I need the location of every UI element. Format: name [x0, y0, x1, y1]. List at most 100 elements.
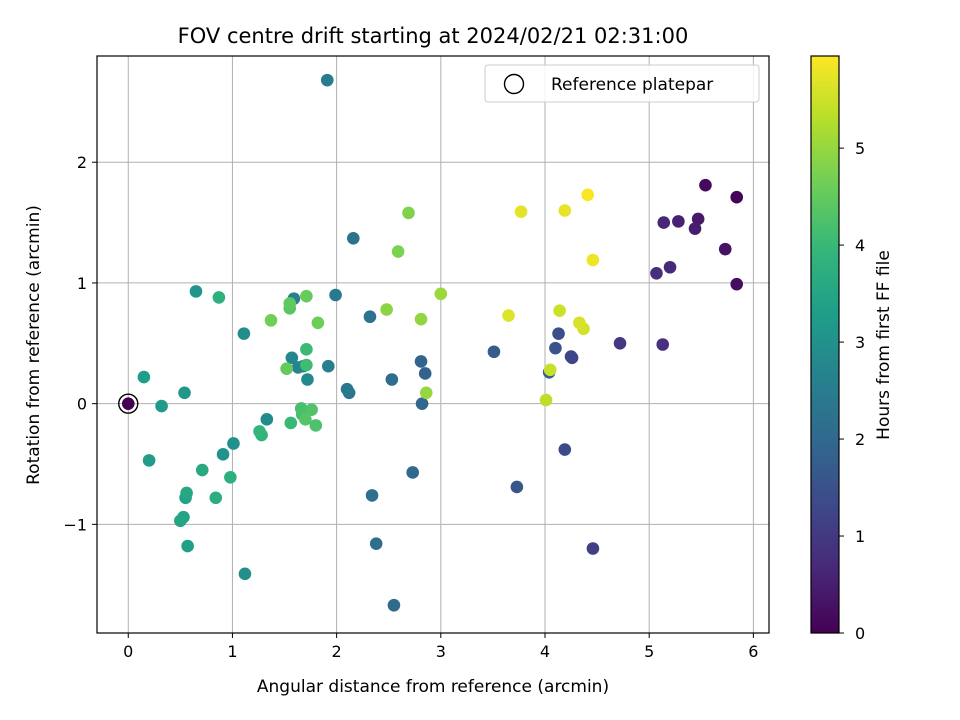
reference-marker — [118, 393, 139, 414]
y-tick-label: −1 — [63, 515, 87, 534]
data-point — [155, 399, 168, 413]
data-point — [539, 393, 553, 407]
data-point — [283, 297, 297, 310]
colorbar-frame — [810, 55, 840, 634]
data-point — [309, 419, 323, 432]
data-point — [730, 277, 744, 291]
x-tick-label: 2 — [332, 642, 342, 661]
data-point — [216, 448, 230, 461]
data-point — [581, 188, 595, 202]
data-point — [300, 343, 313, 356]
x-tick-label: 6 — [748, 642, 758, 661]
colorbar-label: Hours from first FF file — [874, 250, 894, 440]
data-point — [189, 285, 203, 298]
legend-label-reference: Reference platepar — [551, 75, 713, 95]
data-point — [699, 178, 712, 192]
colorbar-tick-label: 5 — [855, 139, 865, 158]
data-point — [502, 309, 515, 322]
x-tick-label: 4 — [540, 642, 550, 661]
data-point — [573, 316, 586, 330]
data-point — [284, 416, 298, 430]
data-point — [294, 402, 308, 415]
x-tick-label: 3 — [436, 642, 446, 661]
data-point — [301, 373, 314, 386]
data-point — [180, 486, 193, 500]
colorbar-ticks: 0 1 2 3 4 5 — [839, 139, 865, 643]
data-point — [691, 212, 705, 226]
data-point — [487, 345, 501, 359]
data-point — [369, 537, 383, 550]
colorbar-tick-label: 2 — [855, 430, 865, 449]
data-point — [718, 242, 732, 256]
data-point — [402, 206, 415, 220]
data-point — [346, 231, 360, 245]
data-point — [586, 253, 600, 267]
data-point — [227, 437, 240, 450]
data-point — [365, 489, 379, 502]
data-point — [387, 598, 401, 612]
data-point — [238, 567, 252, 581]
data-point — [260, 413, 274, 426]
data-point — [688, 222, 702, 235]
data-point — [514, 205, 528, 219]
data-point — [553, 304, 566, 318]
data-point — [329, 288, 342, 302]
x-tick-label: 5 — [644, 642, 654, 661]
data-point — [181, 539, 194, 553]
data-point — [418, 367, 432, 380]
data-point — [558, 443, 572, 456]
data-point — [657, 216, 671, 229]
data-point — [212, 291, 226, 304]
data-point — [385, 373, 399, 386]
y-axis-label: Rotation from reference (arcmin) — [24, 205, 44, 485]
data-point — [565, 351, 579, 365]
data-point — [414, 312, 428, 326]
data-point — [237, 327, 251, 340]
colorbar-tick-label: 4 — [855, 236, 865, 255]
legend-marker-icon — [503, 73, 525, 95]
legend: Reference platepar — [484, 64, 760, 103]
colorbar: 0 1 2 3 4 5 Hours from first FF file — [810, 55, 894, 643]
data-point — [391, 245, 405, 258]
legend-box — [484, 64, 760, 103]
y-tick-label: 0 — [77, 395, 87, 414]
chart-title: FOV centre drift starting at 2024/02/21 … — [178, 24, 689, 48]
data-point — [406, 466, 419, 479]
data-point — [613, 336, 627, 350]
y-axis-ticks: −1 0 1 2 — [63, 153, 97, 534]
data-point — [672, 215, 685, 228]
grid-lines — [97, 56, 769, 633]
data-point — [280, 362, 293, 375]
data-point — [663, 260, 677, 274]
data-point — [174, 514, 187, 528]
colorbar-gradient — [811, 56, 839, 633]
data-point — [137, 370, 151, 384]
data-point — [253, 425, 266, 438]
data-point — [121, 397, 135, 410]
data-point — [730, 190, 744, 204]
data-point — [311, 316, 325, 330]
data-point — [543, 363, 557, 377]
data-point — [363, 310, 377, 324]
colorbar-tick-label: 0 — [855, 624, 865, 643]
plot-frame — [96, 55, 770, 634]
x-axis-ticks: 0 1 2 3 4 5 6 — [123, 633, 758, 661]
data-point — [558, 204, 572, 217]
data-point — [549, 341, 562, 355]
data-point — [224, 470, 237, 484]
data-point — [305, 403, 318, 416]
data-point — [434, 287, 448, 301]
data-point — [285, 351, 299, 365]
x-axis-label: Angular distance from reference (arcmin) — [257, 677, 609, 697]
data-point — [415, 397, 429, 410]
data-point — [320, 73, 334, 87]
data-point — [340, 382, 354, 396]
data-point — [264, 314, 278, 327]
x-tick-label: 0 — [123, 642, 133, 661]
data-point — [656, 338, 670, 351]
data-point — [178, 386, 191, 400]
data-point — [380, 303, 393, 316]
colorbar-tick-label: 3 — [855, 333, 865, 352]
data-point — [300, 289, 313, 303]
